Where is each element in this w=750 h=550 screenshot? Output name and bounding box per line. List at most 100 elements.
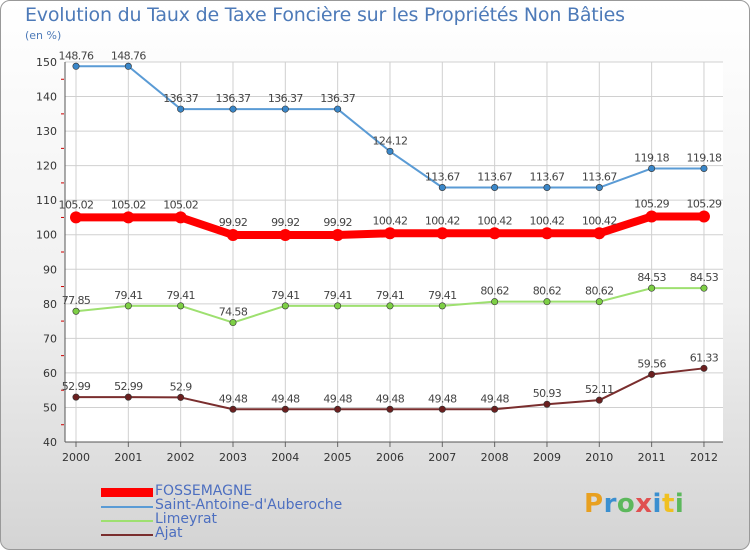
plot-area [65,62,723,442]
y-tick-label: 130 [36,125,57,138]
data-label: 84.53 [637,271,666,284]
data-label: 113.67 [477,171,512,184]
series-limeyrat: 77.85 79.41 79.41 74.58 79.41 79.41 79.41 79.41… [62,271,719,327]
x-tick-label: 2004 [271,451,299,464]
data-label: 52.9 [170,380,193,393]
legend-label: Ajat [155,525,183,541]
logo-letter: i [652,489,662,519]
data-label: 113.67 [530,171,565,184]
y-tick-label: 40 [43,436,57,449]
data-point [595,298,603,306]
y-tick-label: 80 [43,298,57,311]
x-tick-label: 2011 [638,451,666,464]
data-point [700,364,708,372]
data-label: 99.92 [271,216,300,229]
y-tick-label: 150 [36,56,57,69]
series-saint-antoine-d-auberoche: 148.76 148.76 136.37 136.37 136.37 136.37 124.… [59,49,723,192]
data-point [543,298,551,306]
data-point [386,405,394,413]
data-label: 99.92 [219,216,248,229]
data-label: 105.02 [163,198,198,211]
data-label: 100.42 [530,214,565,227]
data-label: 49.48 [271,392,300,405]
data-point [595,184,603,192]
data-point [540,227,553,240]
logo-letter: o [616,489,636,519]
legend-swatch [101,506,153,508]
data-point [488,227,501,240]
data-point [279,229,292,242]
data-label: 136.37 [268,92,303,105]
x-tick-label: 2000 [62,451,90,464]
data-label: 100.42 [477,214,512,227]
data-point [491,184,499,192]
data-point [383,227,396,240]
series-ajat: 52.99 52.99 52.9 49.48 49.48 49.48 49.48 49.48 4… [62,351,719,413]
data-label: 105.29 [687,197,722,210]
logo-letter: r [603,489,617,519]
data-point [386,302,394,310]
data-point [70,211,82,224]
data-point [177,393,185,401]
y-tick-label: 100 [36,229,57,242]
logo-letter: t [661,489,675,519]
data-label: 80.62 [533,285,562,298]
x-tick-label: 2005 [324,451,352,464]
data-label: 79.41 [428,289,457,302]
legend-swatch [101,520,153,522]
data-label: 136.37 [216,92,251,105]
data-point [281,105,289,113]
x-tick-label: 2001 [114,451,142,464]
series-fossemagne: 105.02 105.02 105.02 99.92 99.92 99.92 100.42 1… [59,197,723,242]
data-point [124,393,132,401]
data-label: 49.48 [376,392,405,405]
data-label: 124.12 [373,134,408,147]
data-point [700,284,708,292]
data-label: 52.99 [114,380,143,393]
data-point [124,62,132,70]
data-label: 136.37 [320,92,355,105]
data-label: 79.41 [376,289,405,302]
x-tick-label: 2003 [219,451,247,464]
x-tick-label: 2008 [481,451,509,464]
data-label: 136.37 [163,92,198,105]
data-label: 119.18 [687,151,722,164]
data-point [334,105,342,113]
data-point [595,396,603,404]
data-point [334,405,342,413]
data-label: 148.76 [111,49,146,62]
data-point [386,147,394,155]
data-point [229,319,237,327]
y-tick-label: 110 [36,194,57,207]
y-tick-label: 90 [43,263,57,276]
legend-swatch [101,534,153,536]
data-label: 74.58 [219,306,248,319]
data-label: 105.02 [111,198,146,211]
data-point [491,405,499,413]
data-point [177,302,185,310]
data-point [436,227,449,240]
data-point [72,307,80,315]
data-point [177,105,185,113]
data-point [697,210,710,223]
x-tick-label: 2007 [428,451,456,464]
data-label: 148.76 [59,49,94,62]
data-point [438,302,446,310]
y-axis-unit: (en %) [25,29,62,42]
data-label: 61.33 [690,351,719,364]
data-point [229,405,237,413]
y-tick-label: 50 [43,401,57,414]
logo-letter: i [674,489,685,519]
data-point [281,302,289,310]
x-tick-label: 2002 [167,451,195,464]
data-label: 100.42 [425,214,460,227]
data-label: 79.41 [114,289,143,302]
data-point [72,62,80,70]
data-point [593,227,606,240]
data-point [648,284,656,292]
y-tick-label: 140 [36,91,57,104]
y-tick-label: 60 [43,367,57,380]
data-label: 79.41 [271,289,300,302]
logo-letter: P [584,489,604,519]
